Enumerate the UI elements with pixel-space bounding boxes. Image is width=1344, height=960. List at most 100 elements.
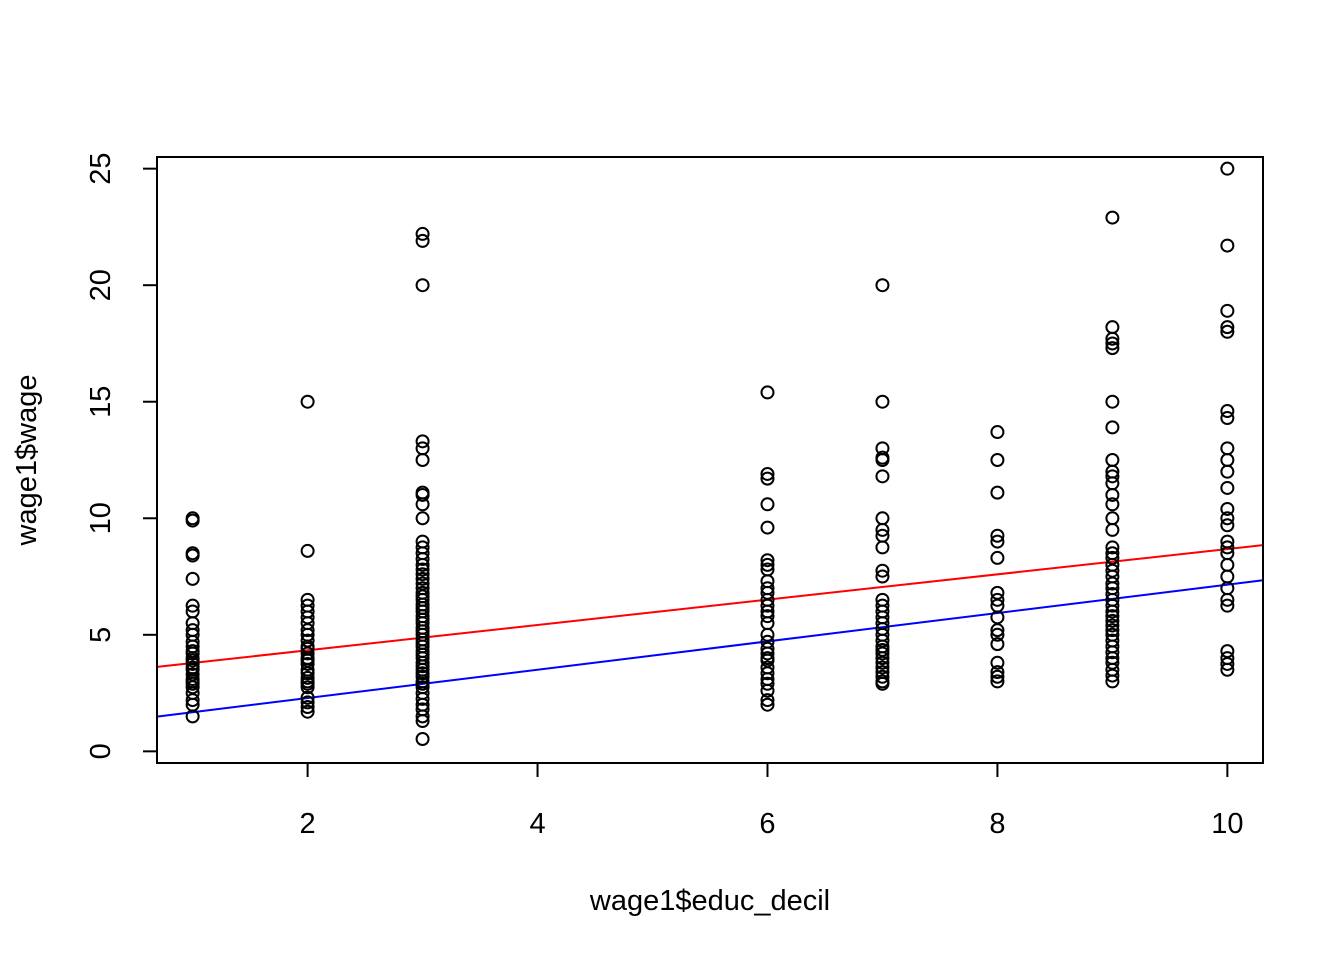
data-point bbox=[1220, 161, 1235, 176]
data-point bbox=[990, 674, 1005, 689]
data-point bbox=[415, 562, 430, 577]
data-point bbox=[760, 385, 775, 400]
data-point bbox=[1220, 644, 1235, 659]
data-point bbox=[875, 278, 890, 293]
data-point bbox=[1220, 441, 1235, 456]
data-point bbox=[415, 702, 430, 717]
data-point bbox=[415, 540, 430, 555]
data-point bbox=[875, 669, 890, 684]
x-tick-label: 2 bbox=[300, 808, 316, 840]
data-point bbox=[760, 471, 775, 486]
data-point bbox=[875, 660, 890, 675]
data-point bbox=[990, 534, 1005, 549]
data-point bbox=[185, 623, 200, 638]
data-point bbox=[1220, 598, 1235, 613]
y-tick-label: 5 bbox=[85, 627, 117, 643]
data-point bbox=[760, 466, 775, 481]
data-point bbox=[760, 676, 775, 691]
fit-line-1 bbox=[156, 579, 1264, 718]
data-point bbox=[1220, 303, 1235, 318]
data-point bbox=[760, 581, 775, 596]
data-point bbox=[875, 665, 890, 680]
data-point bbox=[990, 550, 1005, 565]
data-point bbox=[1105, 613, 1120, 628]
data-point bbox=[875, 469, 890, 484]
data-point bbox=[1220, 238, 1235, 253]
data-point bbox=[1105, 497, 1120, 512]
data-point bbox=[300, 695, 315, 710]
data-point bbox=[415, 576, 430, 591]
data-point bbox=[415, 485, 430, 500]
data-point bbox=[1105, 550, 1120, 565]
y-axis-label: wage1$wage bbox=[11, 375, 43, 547]
y-axis: 0 5 10 15 20 25 bbox=[85, 153, 158, 759]
data-point bbox=[990, 669, 1005, 684]
data-point bbox=[1220, 320, 1235, 335]
data-point bbox=[300, 598, 315, 613]
data-point bbox=[1105, 511, 1120, 526]
data-point bbox=[1105, 540, 1120, 555]
data-points bbox=[185, 161, 1235, 746]
data-point bbox=[760, 562, 775, 577]
data-point bbox=[760, 553, 775, 568]
data-point bbox=[1105, 320, 1120, 335]
data-point bbox=[300, 394, 315, 409]
data-point bbox=[990, 637, 1005, 652]
data-point bbox=[1220, 651, 1235, 666]
data-point bbox=[300, 633, 315, 648]
data-point bbox=[415, 567, 430, 582]
data-point bbox=[185, 546, 200, 561]
data-point bbox=[1105, 453, 1120, 467]
data-point bbox=[415, 581, 430, 596]
data-point bbox=[875, 563, 890, 578]
data-point bbox=[185, 667, 200, 682]
data-point bbox=[415, 434, 430, 449]
x-tick-label: 6 bbox=[759, 808, 775, 840]
x-axis-label: wage1$educ_decil bbox=[589, 885, 830, 917]
data-point bbox=[1105, 633, 1120, 648]
data-point bbox=[300, 690, 315, 705]
y-tick-label: 25 bbox=[85, 153, 117, 185]
data-point bbox=[1220, 404, 1235, 419]
data-point bbox=[415, 585, 430, 600]
data-point bbox=[1220, 411, 1235, 426]
y-tick-label: 15 bbox=[85, 386, 117, 418]
data-point bbox=[415, 278, 430, 293]
data-point bbox=[185, 571, 200, 586]
data-point bbox=[1220, 518, 1235, 533]
data-point bbox=[875, 441, 890, 456]
data-point bbox=[300, 592, 315, 607]
data-point bbox=[1220, 501, 1235, 516]
data-point bbox=[1105, 420, 1120, 435]
data-point bbox=[760, 557, 775, 572]
data-point bbox=[1105, 341, 1120, 356]
y-tick-label: 0 bbox=[85, 743, 117, 759]
y-tick-label: 20 bbox=[85, 269, 117, 301]
fit-line-0 bbox=[156, 544, 1264, 668]
data-point bbox=[875, 592, 890, 607]
data-point bbox=[875, 598, 890, 613]
data-point bbox=[760, 660, 775, 675]
data-point bbox=[875, 528, 890, 543]
data-point bbox=[760, 697, 775, 712]
data-point bbox=[760, 520, 775, 535]
data-point bbox=[1105, 336, 1120, 351]
data-point bbox=[1220, 324, 1235, 339]
data-point bbox=[415, 534, 430, 549]
data-point bbox=[1105, 587, 1120, 602]
y-tick-label: 10 bbox=[85, 502, 117, 534]
data-point bbox=[1105, 546, 1120, 561]
data-point bbox=[1105, 618, 1120, 633]
data-point bbox=[990, 528, 1005, 543]
x-tick-label: 8 bbox=[989, 808, 1005, 840]
data-point bbox=[760, 497, 775, 512]
data-point bbox=[415, 233, 430, 248]
data-point bbox=[1105, 609, 1120, 624]
data-point bbox=[1105, 469, 1120, 484]
data-point bbox=[1105, 623, 1120, 638]
data-point bbox=[990, 485, 1005, 500]
data-point bbox=[990, 655, 1005, 670]
data-point bbox=[760, 634, 775, 649]
data-point bbox=[185, 604, 200, 619]
